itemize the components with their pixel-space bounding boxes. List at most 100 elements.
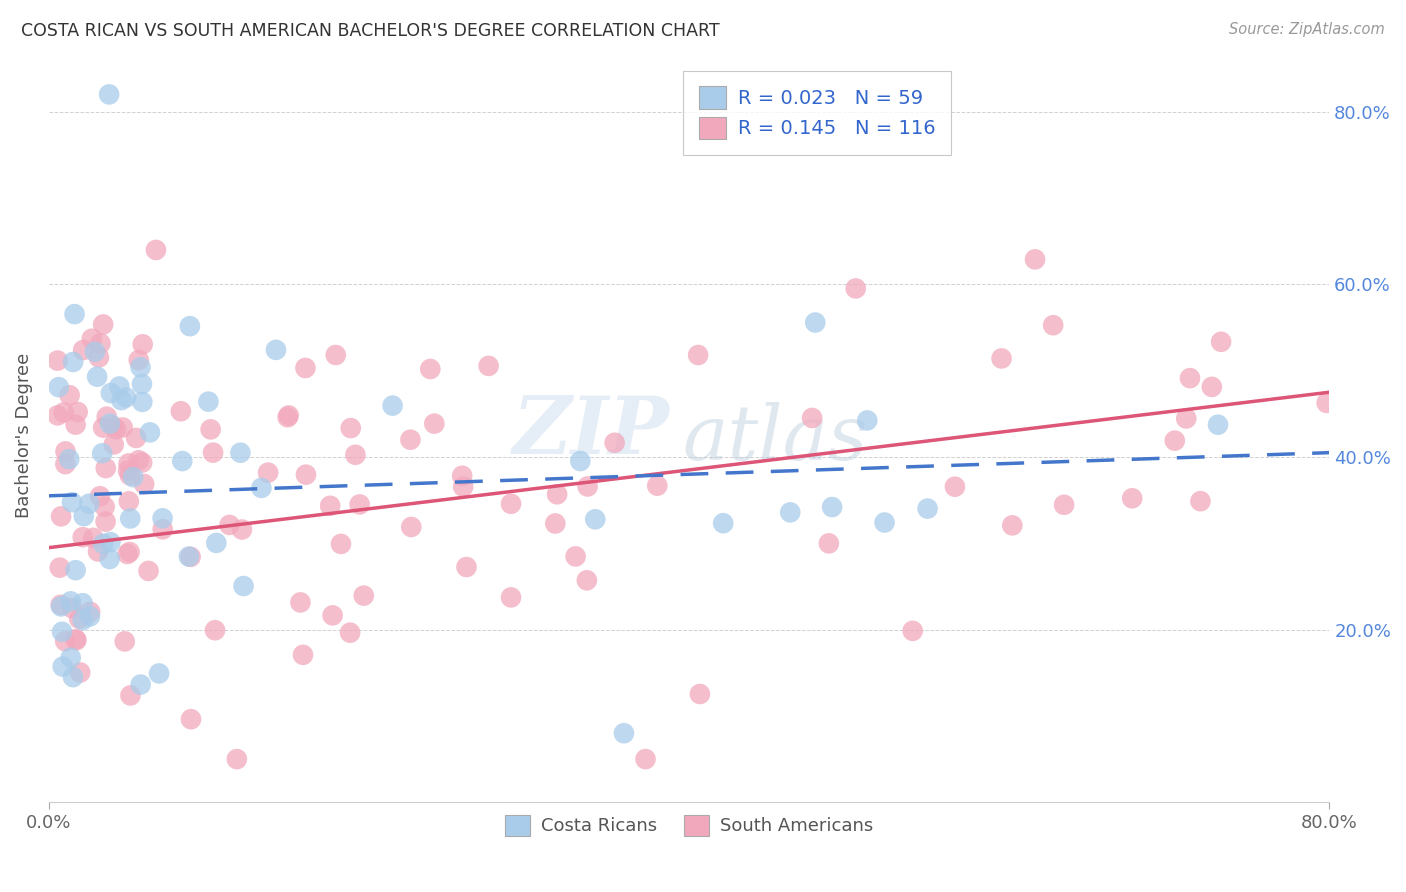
- Point: [451, 468, 474, 483]
- Point: [60, 601, 83, 615]
- Point: [129, 677, 152, 691]
- Point: [546, 487, 568, 501]
- Point: [292, 648, 315, 662]
- Point: [105, 422, 128, 436]
- Point: [232, 579, 254, 593]
- Point: [250, 481, 273, 495]
- Point: [52, 405, 75, 419]
- Point: [353, 589, 375, 603]
- Point: [131, 456, 153, 470]
- Point: [89, 336, 111, 351]
- Point: [583, 512, 606, 526]
- Point: [91, 420, 114, 434]
- Point: [821, 500, 844, 514]
- Point: [103, 437, 125, 451]
- Point: [118, 494, 141, 508]
- Point: [564, 549, 586, 564]
- Point: [917, 501, 939, 516]
- Point: [87, 351, 110, 365]
- Text: COSTA RICAN VS SOUTH AMERICAN BACHELOR'S DEGREE CORRELATION CHART: COSTA RICAN VS SOUTH AMERICAN BACHELOR'S…: [21, 22, 720, 40]
- Point: [401, 520, 423, 534]
- Point: [69, 665, 91, 680]
- Point: [645, 478, 668, 492]
- Point: [172, 454, 194, 468]
- Point: [349, 498, 371, 512]
- Point: [1164, 434, 1187, 448]
- Point: [84, 344, 107, 359]
- Point: [72, 530, 94, 544]
- Legend: Costa Ricans, South Americans: Costa Ricans, South Americans: [496, 805, 883, 845]
- Point: [98, 87, 121, 102]
- Point: [73, 509, 96, 524]
- Point: [128, 353, 150, 368]
- Point: [231, 523, 253, 537]
- Point: [79, 605, 101, 619]
- Point: [65, 563, 87, 577]
- Point: [1121, 491, 1143, 506]
- Point: [46, 409, 69, 423]
- Point: [65, 632, 87, 647]
- Point: [1001, 518, 1024, 533]
- Point: [103, 419, 125, 434]
- Point: [122, 470, 145, 484]
- Point: [943, 480, 966, 494]
- Point: [603, 435, 626, 450]
- Point: [451, 480, 474, 494]
- Point: [170, 404, 193, 418]
- Point: [544, 516, 567, 531]
- Point: [108, 379, 131, 393]
- Point: [202, 445, 225, 459]
- Point: [1053, 498, 1076, 512]
- Point: [200, 422, 222, 436]
- Point: [65, 417, 87, 432]
- Point: [177, 549, 200, 564]
- Point: [129, 360, 152, 375]
- Point: [689, 687, 711, 701]
- Point: [48, 560, 70, 574]
- Point: [49, 509, 72, 524]
- Point: [423, 417, 446, 431]
- Point: [86, 369, 108, 384]
- Point: [87, 544, 110, 558]
- Point: [179, 319, 201, 334]
- Point: [59, 388, 82, 402]
- Text: Source: ZipAtlas.com: Source: ZipAtlas.com: [1229, 22, 1385, 37]
- Point: [856, 413, 879, 427]
- Point: [62, 670, 84, 684]
- Point: [1209, 334, 1232, 349]
- Point: [145, 243, 167, 257]
- Point: [569, 454, 592, 468]
- Point: [204, 624, 226, 638]
- Point: [339, 421, 361, 435]
- Point: [499, 591, 522, 605]
- Point: [901, 624, 924, 638]
- Point: [138, 564, 160, 578]
- Point: [257, 466, 280, 480]
- Point: [152, 522, 174, 536]
- Point: [91, 446, 114, 460]
- Point: [1189, 494, 1212, 508]
- Point: [117, 457, 139, 471]
- Point: [339, 625, 361, 640]
- Point: [118, 468, 141, 483]
- Point: [294, 361, 316, 376]
- Point: [290, 595, 312, 609]
- Point: [110, 393, 132, 408]
- Point: [229, 446, 252, 460]
- Text: ZIP: ZIP: [513, 393, 669, 470]
- Point: [111, 420, 134, 434]
- Point: [52, 659, 75, 673]
- Point: [180, 712, 202, 726]
- Point: [100, 386, 122, 401]
- Point: [804, 316, 827, 330]
- Point: [51, 624, 73, 639]
- Point: [120, 511, 142, 525]
- Point: [66, 405, 89, 419]
- Point: [711, 516, 734, 531]
- Point: [152, 511, 174, 525]
- Point: [1178, 371, 1201, 385]
- Point: [344, 448, 367, 462]
- Point: [94, 515, 117, 529]
- Point: [94, 461, 117, 475]
- Point: [381, 399, 404, 413]
